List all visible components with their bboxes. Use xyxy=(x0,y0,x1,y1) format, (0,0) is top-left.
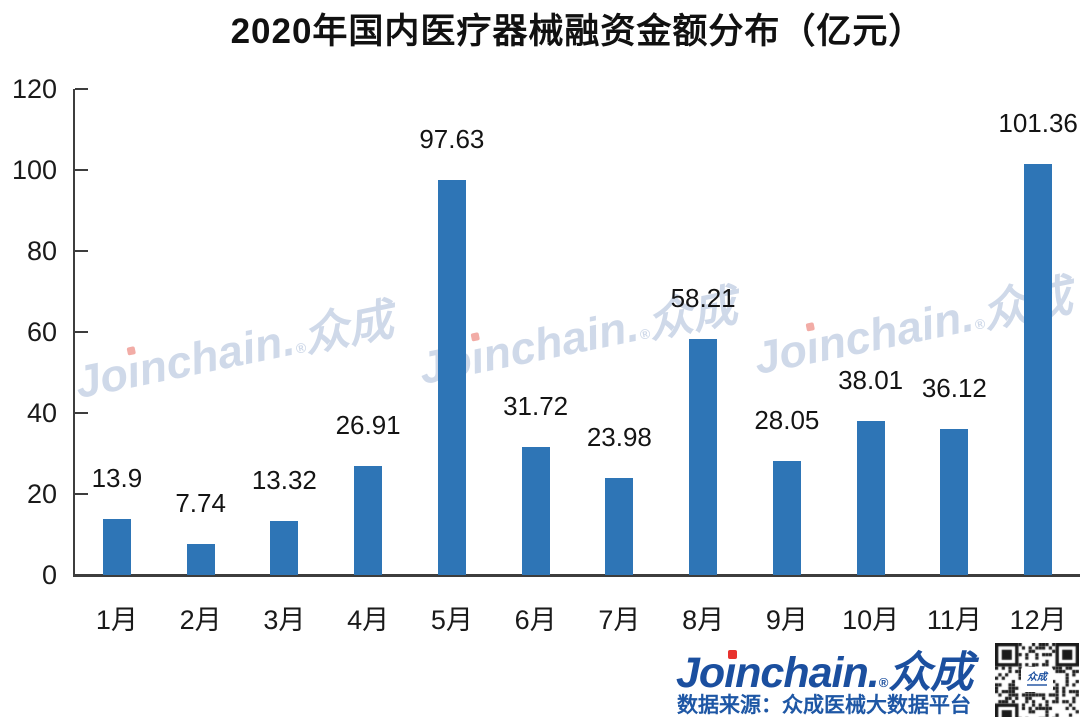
y-tick-label: 60 xyxy=(26,317,57,347)
x-tick-label: 8月 xyxy=(682,605,725,635)
x-tick-label: 5月 xyxy=(430,605,473,635)
bar xyxy=(772,461,801,575)
y-axis-tick xyxy=(75,331,88,333)
bar-value-label: 101.36 xyxy=(998,108,1078,139)
bar-value-label: 36.12 xyxy=(921,372,987,403)
bar xyxy=(689,339,718,575)
bar-value-label: 38.01 xyxy=(838,365,904,396)
y-tick-label: 120 xyxy=(11,74,57,104)
bar-value-label: 23.98 xyxy=(586,421,652,452)
bar-value-label: 31.72 xyxy=(503,390,569,421)
x-tick-label: 4月 xyxy=(347,605,390,635)
y-axis-tick xyxy=(75,88,88,90)
qr-code: 众成 xyxy=(995,643,1079,717)
registered-mark-icon: ® xyxy=(878,675,889,690)
chart-title: 2020年国内医疗器械融资金额分布（亿元） xyxy=(230,12,925,51)
x-axis-line xyxy=(73,574,1080,577)
y-tick-label: 100 xyxy=(11,155,57,185)
bar-value-label: 7.74 xyxy=(175,487,226,518)
bar-value-label: 13.9 xyxy=(91,462,143,493)
y-tick-label: 0 xyxy=(41,560,57,590)
qr-center-label: 众成 xyxy=(1027,672,1047,683)
bar xyxy=(1024,164,1053,575)
x-tick-label: 2月 xyxy=(179,605,222,635)
qr-center-subline xyxy=(1027,684,1047,686)
bar xyxy=(102,518,131,575)
logo-text: Jo xyxy=(676,649,725,697)
bar-value-label: 26.91 xyxy=(335,410,401,440)
y-tick-label: 40 xyxy=(26,398,57,428)
x-tick-label: 9月 xyxy=(765,605,808,635)
y-axis-tick xyxy=(75,493,88,495)
data-source-caption: 数据来源：众成医械大数据平台 xyxy=(677,694,971,717)
bar-value-label: 97.63 xyxy=(419,123,485,154)
qr-center-badge: 众成 xyxy=(1021,667,1053,692)
y-tick-label: 80 xyxy=(26,236,57,266)
bar xyxy=(186,543,215,575)
bar xyxy=(940,428,969,575)
y-axis-line xyxy=(73,89,75,575)
bar xyxy=(856,421,885,575)
x-tick-label: 1月 xyxy=(95,605,138,635)
bar-value-label: 58.21 xyxy=(670,283,736,314)
x-tick-label: 3月 xyxy=(263,605,306,635)
bar-value-label: 28.05 xyxy=(754,405,820,436)
bar xyxy=(437,179,466,575)
bar xyxy=(605,477,634,575)
x-tick-label: 6月 xyxy=(514,605,557,635)
y-axis-tick xyxy=(75,250,88,252)
x-tick-label: 7月 xyxy=(598,605,641,635)
logo-red-dot-icon: ı xyxy=(724,649,736,697)
y-axis-tick xyxy=(75,412,88,414)
bar-value-label: 13.32 xyxy=(251,465,317,496)
x-tick-label: 10月 xyxy=(842,605,900,635)
bar xyxy=(270,521,299,575)
x-tick-label: 12月 xyxy=(1009,605,1067,635)
x-tick-label: 11月 xyxy=(926,605,982,635)
bar xyxy=(521,446,550,575)
y-tick-label: 20 xyxy=(26,479,57,509)
joinchain-logo: Joınchain.®众成 xyxy=(676,649,973,697)
bar xyxy=(354,466,383,575)
y-axis-tick xyxy=(75,169,88,171)
